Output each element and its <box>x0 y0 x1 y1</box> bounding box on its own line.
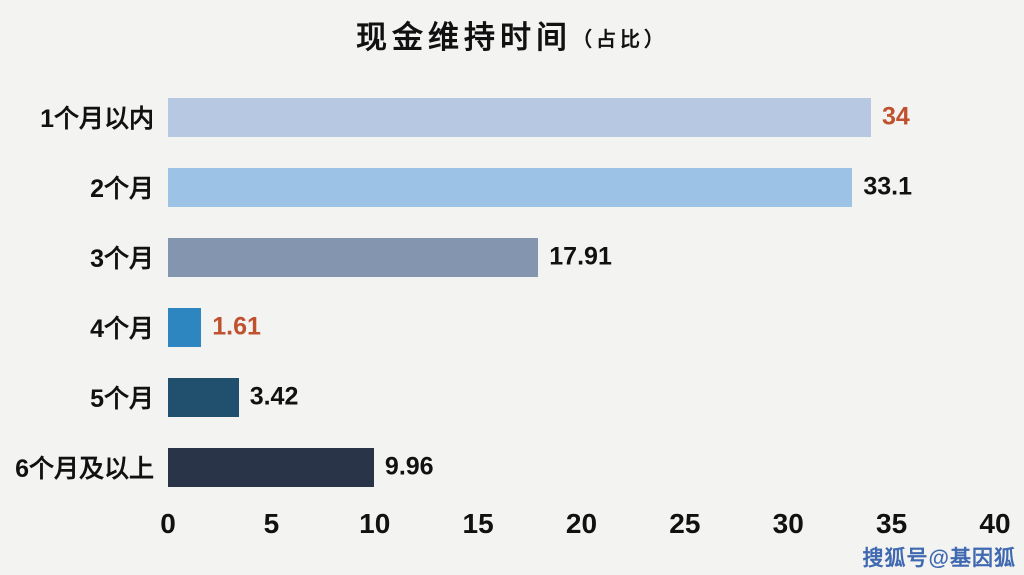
category-label: 5个月 <box>90 385 154 413</box>
bar-row: 6个月及以上 9.96 <box>0 432 995 502</box>
bar <box>168 307 202 347</box>
value-label: 34 <box>881 102 910 131</box>
bar-row: 4个月 1.61 <box>0 292 995 362</box>
x-tick-label: 15 <box>462 508 494 539</box>
bar-rows: 1个月以内 34 2个月 33.1 3个月 17.91 4个月 1.61 5个月 3.42 6个月及… <box>0 82 995 502</box>
bar <box>168 97 871 137</box>
x-tick-label: 25 <box>669 508 701 539</box>
bar-track: 1.61 <box>168 307 995 347</box>
category-label: 2个月 <box>90 175 154 203</box>
bar-track: 9.96 <box>168 447 995 487</box>
bar-track: 3.42 <box>168 377 995 417</box>
bar-row: 1个月以内 34 <box>0 82 995 152</box>
x-tick-label: 35 <box>876 508 908 539</box>
x-tick-label: 20 <box>565 508 598 539</box>
x-axis-ticks: 0 5 10 15 20 25 30 35 40 <box>160 508 1010 548</box>
x-tick-label: 0 <box>160 508 176 539</box>
bar-track: 33.1 <box>168 167 995 207</box>
chart-title-main: 现金维持时间 <box>356 20 572 55</box>
x-tick-label: 40 <box>979 508 1011 539</box>
bar <box>168 237 539 277</box>
chart-title: 现金维持时间（占比） <box>0 12 1024 57</box>
value-label: 3.42 <box>249 382 299 411</box>
chart-title-sub: （占比） <box>572 29 668 51</box>
bar <box>168 167 853 207</box>
value-label: 9.96 <box>384 452 434 481</box>
value-label: 1.61 <box>212 312 261 341</box>
category-label: 3个月 <box>90 245 154 273</box>
bar-track: 34 <box>168 97 995 137</box>
bar <box>168 447 374 487</box>
x-tick-label: 5 <box>263 508 280 539</box>
value-label: 33.1 <box>863 172 912 201</box>
bar <box>168 377 239 417</box>
x-tick-label: 10 <box>359 508 391 539</box>
value-label: 17.91 <box>549 242 612 271</box>
x-tick-label: 30 <box>772 508 804 539</box>
bar-row: 5个月 3.42 <box>0 362 995 432</box>
category-label: 1个月以内 <box>40 105 154 133</box>
bar-track: 17.91 <box>168 237 995 277</box>
watermark: 搜狐号@基因狐 <box>862 547 1016 570</box>
category-label: 4个月 <box>90 315 154 343</box>
bar-row: 3个月 17.91 <box>0 222 995 292</box>
category-label: 6个月及以上 <box>15 455 154 483</box>
bar-row: 2个月 33.1 <box>0 152 995 222</box>
